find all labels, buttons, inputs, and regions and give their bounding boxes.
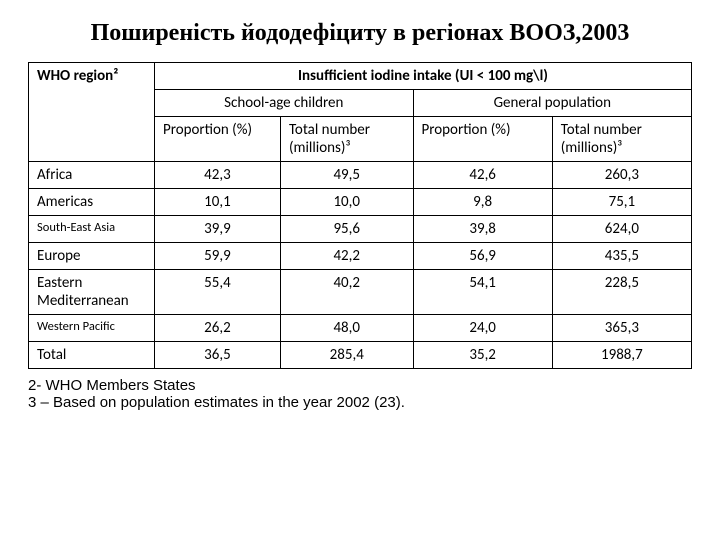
- table-body: Africa42,349,542,6260,3Americas10,110,09…: [29, 162, 692, 369]
- header-col-b: Total number (millions)³: [280, 117, 413, 162]
- value-cell: 260,3: [552, 162, 691, 189]
- header-main: Insufficient iodine intake (UI < 100 mg\…: [154, 63, 691, 90]
- value-cell: 228,5: [552, 270, 691, 315]
- header-col-c: Proportion (%): [413, 117, 552, 162]
- value-cell: 285,4: [280, 342, 413, 369]
- value-cell: 56,9: [413, 243, 552, 270]
- value-cell: 54,1: [413, 270, 552, 315]
- value-cell: 365,3: [552, 315, 691, 342]
- value-cell: 42,3: [154, 162, 280, 189]
- header-school-age: School-age children: [154, 90, 413, 117]
- region-cell: Africa: [29, 162, 155, 189]
- region-cell: Americas: [29, 189, 155, 216]
- table-row: Total36,5285,435,21988,7: [29, 342, 692, 369]
- value-cell: 24,0: [413, 315, 552, 342]
- region-cell: Eastern Mediterranean: [29, 270, 155, 315]
- region-cell: South-East Asia: [29, 216, 155, 243]
- data-table: WHO region² Insufficient iodine intake (…: [28, 62, 692, 369]
- value-cell: 48,0: [280, 315, 413, 342]
- value-cell: 10,0: [280, 189, 413, 216]
- value-cell: 435,5: [552, 243, 691, 270]
- value-cell: 36,5: [154, 342, 280, 369]
- value-cell: 10,1: [154, 189, 280, 216]
- value-cell: 49,5: [280, 162, 413, 189]
- value-cell: 40,2: [280, 270, 413, 315]
- value-cell: 95,6: [280, 216, 413, 243]
- header-general-pop: General population: [413, 90, 691, 117]
- header-col-d: Total number (millions)³: [552, 117, 691, 162]
- footnote-3: 3 – Based on population estimates in the…: [28, 394, 692, 411]
- value-cell: 9,8: [413, 189, 552, 216]
- table-row: Western Pacific26,248,024,0365,3: [29, 315, 692, 342]
- value-cell: 39,9: [154, 216, 280, 243]
- table-row: Americas10,110,09,875,1: [29, 189, 692, 216]
- value-cell: 39,8: [413, 216, 552, 243]
- table-row: South-East Asia39,995,639,8624,0: [29, 216, 692, 243]
- table-row: Eastern Mediterranean55,440,254,1228,5: [29, 270, 692, 315]
- table-row: Europe59,942,256,9435,5: [29, 243, 692, 270]
- slide-title: Поширеність йододефіциту в регіонах ВООЗ…: [28, 18, 692, 48]
- header-col-a: Proportion (%): [154, 117, 280, 162]
- footnote-2: 2- WHO Members States: [28, 377, 692, 394]
- region-cell: Europe: [29, 243, 155, 270]
- value-cell: 59,9: [154, 243, 280, 270]
- value-cell: 1988,7: [552, 342, 691, 369]
- value-cell: 42,6: [413, 162, 552, 189]
- value-cell: 35,2: [413, 342, 552, 369]
- value-cell: 26,2: [154, 315, 280, 342]
- table-header: WHO region² Insufficient iodine intake (…: [29, 63, 692, 162]
- value-cell: 75,1: [552, 189, 691, 216]
- region-cell: Western Pacific: [29, 315, 155, 342]
- value-cell: 55,4: [154, 270, 280, 315]
- header-region: WHO region²: [29, 63, 155, 162]
- region-cell: Total: [29, 342, 155, 369]
- footnotes: 2- WHO Members States 3 – Based on popul…: [28, 377, 692, 411]
- slide: Поширеність йододефіциту в регіонах ВООЗ…: [0, 0, 720, 423]
- value-cell: 624,0: [552, 216, 691, 243]
- value-cell: 42,2: [280, 243, 413, 270]
- table-row: Africa42,349,542,6260,3: [29, 162, 692, 189]
